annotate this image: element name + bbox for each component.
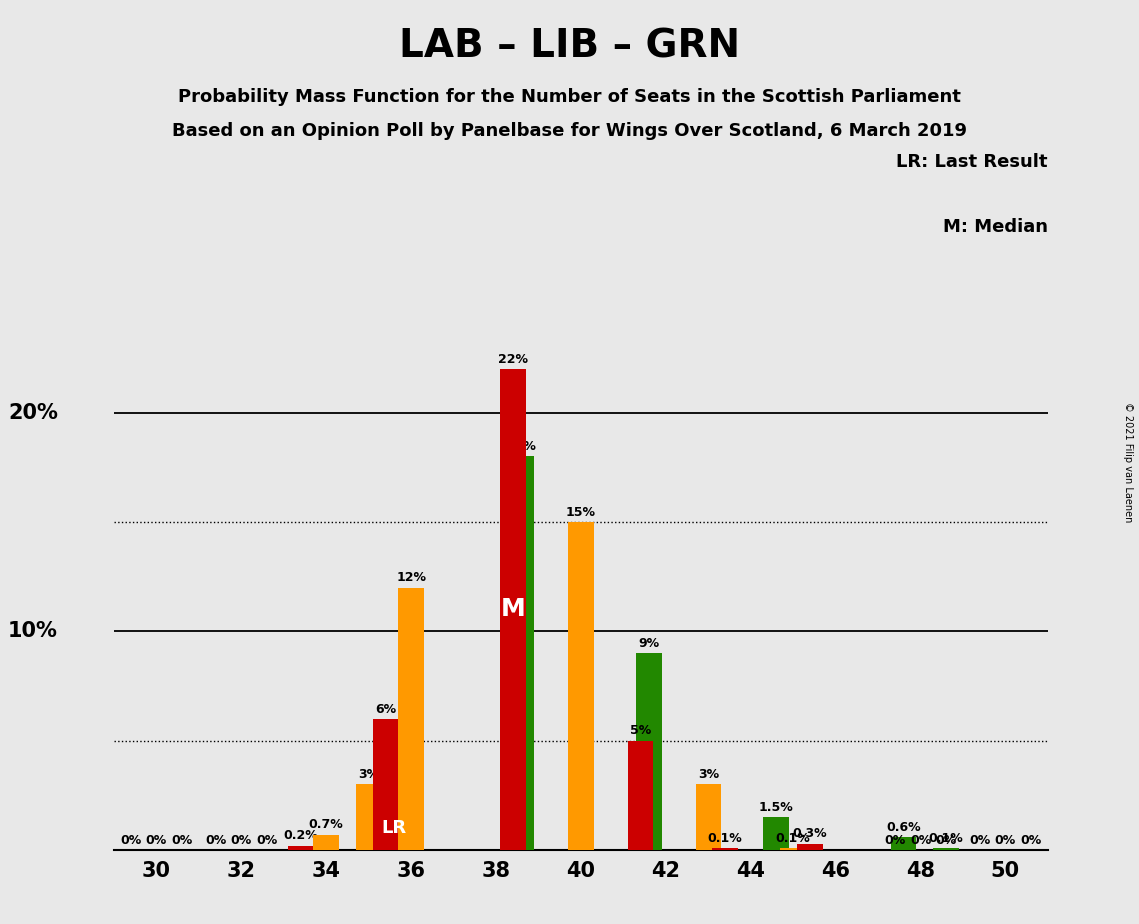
Bar	[713, 848, 738, 850]
Text: M: M	[500, 598, 525, 622]
Text: LR: LR	[382, 820, 407, 837]
Bar	[636, 653, 662, 850]
Bar	[933, 848, 959, 850]
Bar	[696, 784, 721, 850]
Text: 0%: 0%	[884, 833, 906, 846]
Text: 0.1%: 0.1%	[776, 832, 811, 845]
Text: LAB – LIB – GRN: LAB – LIB – GRN	[399, 28, 740, 66]
Bar	[355, 784, 382, 850]
Text: 0%: 0%	[910, 833, 932, 846]
Bar	[509, 456, 534, 850]
Text: 0%: 0%	[256, 833, 278, 846]
Bar	[372, 719, 399, 850]
Text: 9%: 9%	[638, 637, 659, 650]
Text: 0.3%: 0.3%	[793, 827, 827, 840]
Bar	[780, 848, 806, 850]
Bar	[500, 369, 526, 850]
Text: M: Median: M: Median	[943, 218, 1048, 236]
Text: 0%: 0%	[205, 833, 227, 846]
Text: LR: Last Result: LR: Last Result	[896, 153, 1048, 171]
Text: 0.7%: 0.7%	[309, 819, 344, 832]
Bar	[763, 817, 789, 850]
Text: 0%: 0%	[1021, 833, 1041, 846]
Text: 0.1%: 0.1%	[707, 832, 743, 845]
Text: 1.5%: 1.5%	[759, 801, 794, 814]
Bar	[382, 807, 407, 850]
Text: 3%: 3%	[698, 768, 719, 781]
Text: 10%: 10%	[8, 621, 58, 641]
Text: © 2021 Filip van Laenen: © 2021 Filip van Laenen	[1123, 402, 1133, 522]
Text: 0%: 0%	[935, 833, 957, 846]
Text: 0.1%: 0.1%	[928, 832, 964, 845]
Text: 0%: 0%	[994, 833, 1016, 846]
Text: 6%: 6%	[375, 702, 396, 715]
Bar	[288, 845, 313, 850]
Text: 22%: 22%	[498, 353, 528, 366]
Bar	[568, 522, 593, 850]
Text: 0%: 0%	[230, 833, 252, 846]
Text: 3%: 3%	[358, 768, 379, 781]
Bar	[313, 834, 339, 850]
Text: 0.2%: 0.2%	[284, 830, 318, 843]
Text: 0%: 0%	[146, 833, 167, 846]
Bar	[891, 837, 916, 850]
Text: 15%: 15%	[566, 505, 596, 518]
Text: 0.6%: 0.6%	[886, 821, 920, 833]
Text: 0%: 0%	[171, 833, 192, 846]
Bar	[797, 844, 822, 850]
Text: 0%: 0%	[969, 833, 991, 846]
Text: 2%: 2%	[384, 790, 404, 803]
Text: 12%: 12%	[396, 571, 426, 584]
Text: Probability Mass Function for the Number of Seats in the Scottish Parliament: Probability Mass Function for the Number…	[178, 88, 961, 105]
Text: 20%: 20%	[8, 403, 58, 422]
Text: 5%: 5%	[630, 724, 652, 737]
Bar	[628, 741, 653, 850]
Text: Based on an Opinion Poll by Panelbase for Wings Over Scotland, 6 March 2019: Based on an Opinion Poll by Panelbase fo…	[172, 122, 967, 140]
Text: 18%: 18%	[507, 440, 536, 453]
Text: 0%: 0%	[121, 833, 141, 846]
Bar	[399, 588, 424, 850]
